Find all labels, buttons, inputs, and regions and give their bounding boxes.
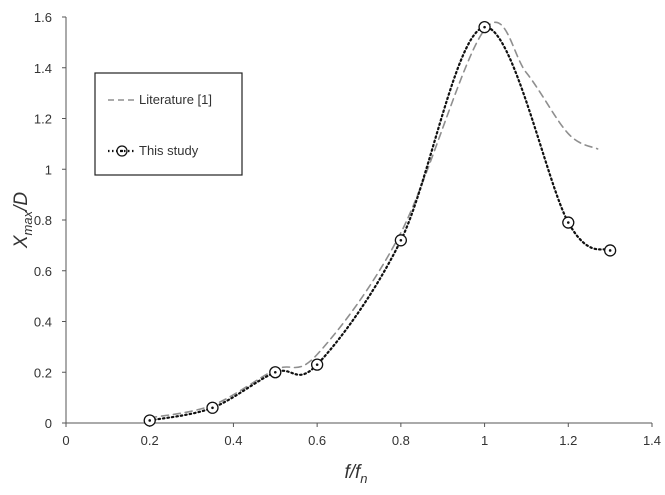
data-point-center-this-study [315, 363, 319, 366]
x-tick-label: 0.4 [224, 433, 242, 448]
y-tick-label: 1.2 [34, 112, 52, 127]
legend: Literature [1] This study [94, 72, 243, 176]
data-point-center-this-study [483, 25, 486, 29]
x-tick-label: 1 [481, 433, 488, 448]
x-tick-label: 1.4 [643, 433, 661, 448]
legend-marker-dot-this-study [120, 149, 124, 153]
data-point-center-this-study [566, 221, 570, 224]
x-axis-label-main: f/f [344, 462, 362, 483]
legend-box [94, 72, 243, 176]
y-axis-label: Xmax/D [11, 192, 35, 250]
y-tick-label: 0.2 [34, 365, 52, 380]
data-point-center-this-study [608, 249, 612, 252]
x-tick-label: 0.2 [141, 433, 159, 448]
legend-label-this-study: This study [139, 143, 199, 158]
y-tick-label: 1.6 [34, 10, 52, 25]
data-point-center-this-study [399, 239, 403, 242]
y-axis-label-tail: /D [11, 192, 32, 213]
x-tick-label: 1.2 [559, 433, 577, 448]
data-point-center-this-study [273, 370, 277, 374]
series-layer [143, 20, 617, 427]
x-tick-label: 0 [62, 433, 69, 448]
y-tick-label: 1 [45, 162, 52, 177]
y-axis-label-subscript: max [20, 210, 35, 235]
x-axis: 0 0.2 0.4 0.6 0.8 1 1.2 1.4 [62, 422, 661, 448]
y-tick-label: 1.4 [34, 61, 52, 76]
data-point-center-this-study [148, 419, 152, 422]
x-axis-label: f/fn [344, 462, 367, 486]
y-tick-label: 0.6 [34, 264, 52, 279]
legend-marker-this-study [116, 145, 128, 157]
y-axis: 0 0.2 0.4 0.6 0.8 1 1.2 1.4 1.6 [34, 10, 67, 431]
legend-label-literature: Literature [1] [139, 92, 212, 107]
x-axis-label-subscript: n [360, 471, 367, 486]
y-axis-label-main: X [11, 234, 32, 249]
y-tick-label: 0.8 [34, 213, 52, 228]
y-tick-label: 0 [45, 416, 52, 431]
series-line-literature [148, 21, 599, 419]
x-tick-label: 0.8 [392, 433, 410, 448]
data-point-center-this-study [211, 406, 214, 410]
y-tick-label: 0.4 [34, 315, 52, 330]
x-tick-label: 0.6 [308, 433, 326, 448]
